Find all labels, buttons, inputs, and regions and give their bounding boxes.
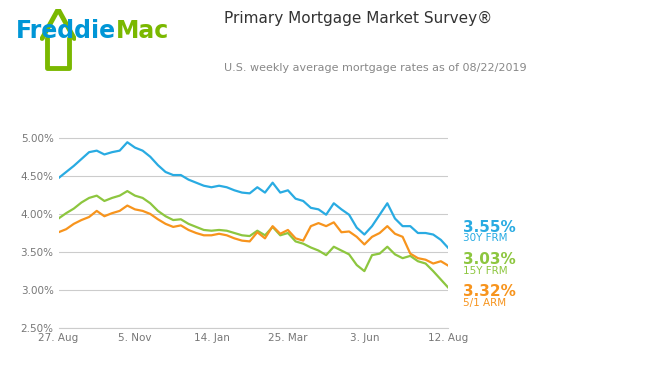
Text: 15Y FRM: 15Y FRM [463,266,508,276]
Text: Mac: Mac [116,19,169,43]
Text: 30Y FRM: 30Y FRM [463,233,507,243]
Text: U.S. weekly average mortgage rates as of 08/22/2019: U.S. weekly average mortgage rates as of… [224,63,527,73]
Text: 3.32%: 3.32% [463,284,515,299]
Text: 3.03%: 3.03% [463,252,515,267]
Text: 3.55%: 3.55% [463,220,515,235]
Text: Freddie: Freddie [16,19,116,43]
Text: 5/1 ARM: 5/1 ARM [463,298,506,308]
Text: Primary Mortgage Market Survey®: Primary Mortgage Market Survey® [224,11,493,26]
